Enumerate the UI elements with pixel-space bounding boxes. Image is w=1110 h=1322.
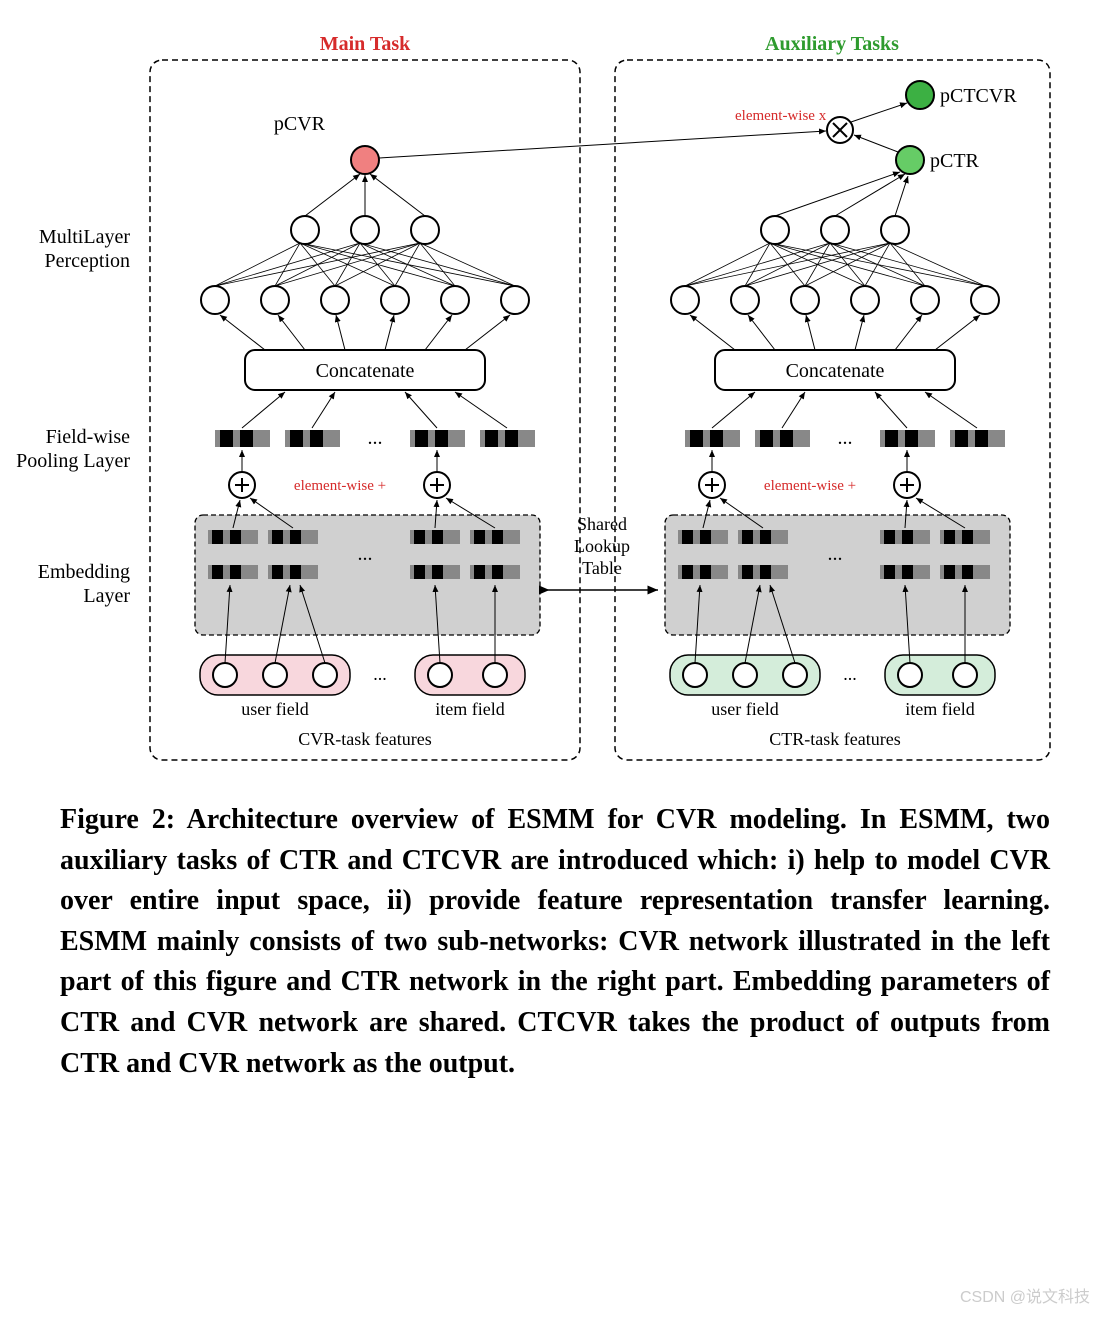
svg-text:Concatenate: Concatenate	[786, 360, 885, 382]
svg-text:user field: user field	[241, 699, 308, 719]
svg-text:element-wise +: element-wise +	[294, 478, 386, 494]
svg-text:...: ...	[838, 427, 853, 449]
architecture-diagram: MultiLayerPerception Field-wisePooling L…	[140, 30, 1060, 770]
svg-text:CVR-task features: CVR-task features	[298, 729, 431, 749]
pooling-label: Field-wisePooling Layer	[10, 425, 130, 473]
svg-text:Shared: Shared	[577, 514, 627, 534]
svg-text:CTR-task features: CTR-task features	[769, 729, 900, 749]
svg-text:item field: item field	[905, 699, 974, 719]
aux-task-title: Auxiliary Tasks	[765, 33, 899, 55]
mlp-label: MultiLayerPerception	[10, 225, 130, 273]
svg-text:pCTCVR: pCTCVR	[940, 85, 1017, 107]
svg-text:pCTR: pCTR	[930, 150, 980, 172]
svg-text:user field: user field	[711, 699, 778, 719]
svg-text:element-wise +: element-wise +	[764, 478, 856, 494]
diagram-svg: Main Task Auxiliary Tasks pCVR	[140, 30, 1060, 770]
watermark: CSDN @说文科技	[960, 1283, 1090, 1307]
mlp-layer1-left	[201, 286, 529, 314]
figure-caption: Figure 2: Architecture overview of ESMM …	[40, 800, 1070, 1084]
svg-text:...: ...	[828, 543, 843, 565]
svg-text:item field: item field	[435, 699, 504, 719]
svg-text:Lookup: Lookup	[574, 536, 630, 556]
svg-text:...: ...	[358, 543, 373, 565]
svg-text:...: ...	[373, 664, 387, 684]
figure-container: MultiLayerPerception Field-wisePooling L…	[40, 30, 1070, 1084]
svg-text:pCVR: pCVR	[274, 113, 326, 135]
svg-text:Table: Table	[582, 558, 622, 578]
svg-text:element-wise x: element-wise x	[735, 108, 827, 124]
svg-text:...: ...	[843, 664, 857, 684]
side-labels: MultiLayerPerception Field-wisePooling L…	[10, 30, 140, 770]
embedding-label: EmbeddingLayer	[10, 560, 130, 608]
main-task-title: Main Task	[320, 33, 411, 55]
pooling-left: ...	[215, 427, 535, 449]
svg-text:...: ...	[368, 427, 383, 449]
svg-text:Concatenate: Concatenate	[316, 360, 415, 382]
